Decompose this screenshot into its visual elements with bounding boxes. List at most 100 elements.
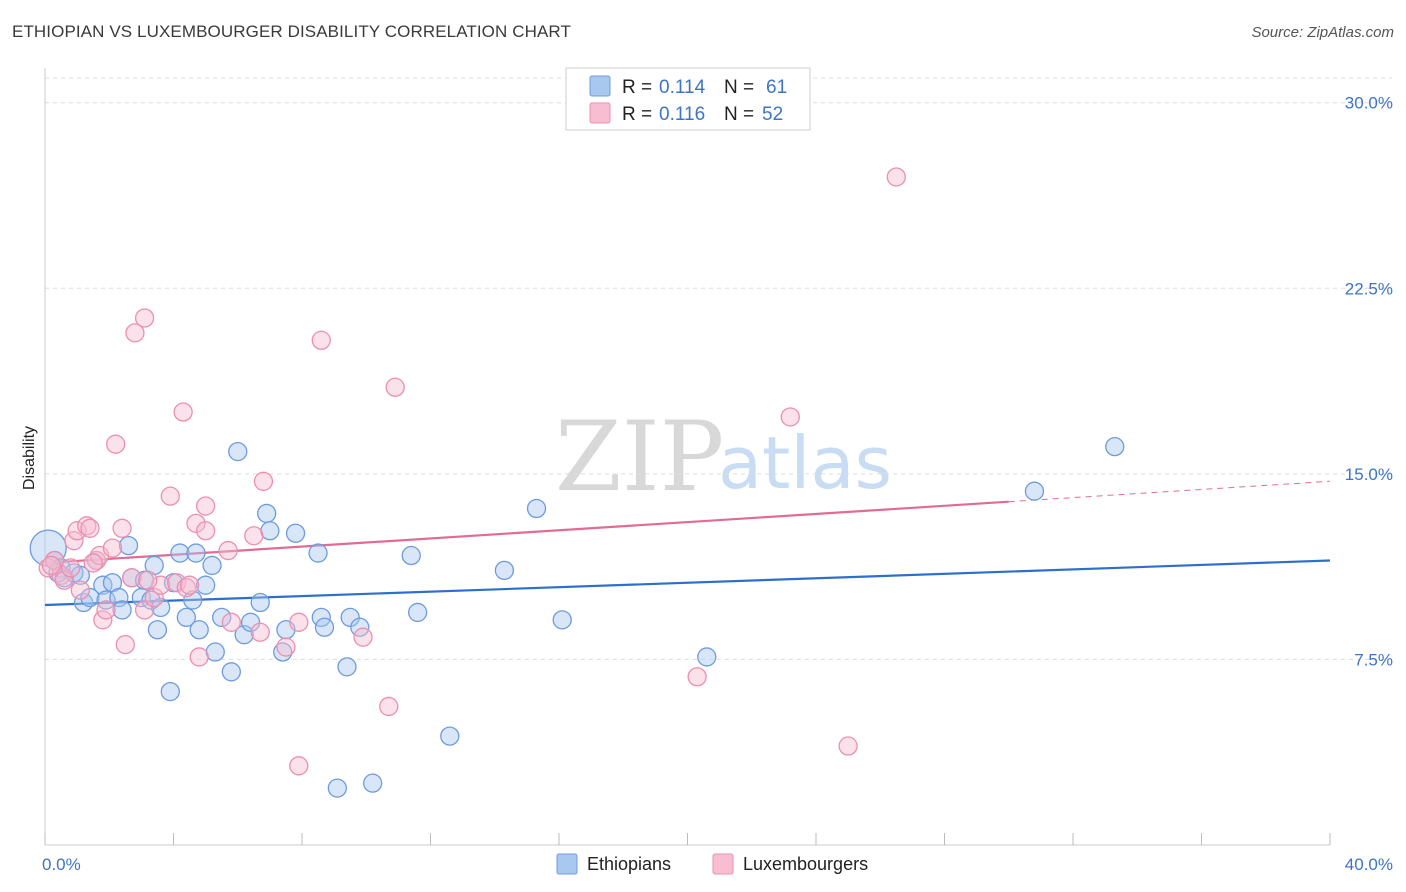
y-tick-label: 7.5% — [1354, 650, 1393, 669]
point-luxembourgers — [102, 538, 123, 558]
point-ethiopians — [118, 535, 139, 556]
point-ethiopians — [260, 521, 280, 541]
point-luxembourgers — [54, 570, 74, 590]
point-ethiopians — [212, 607, 232, 628]
y-tick-label: 15.0% — [1345, 465, 1393, 484]
legend-r-value-luxembourgers: 0.116 — [659, 104, 705, 125]
watermark-zip: ZIP — [555, 401, 724, 513]
point-ethiopians — [552, 610, 572, 630]
point-ethiopians — [195, 575, 216, 595]
point-luxembourgers — [41, 555, 62, 576]
point-luxembourgers — [106, 434, 126, 454]
point-luxembourgers — [138, 570, 158, 590]
scatter-points — [29, 167, 1125, 798]
grid-lines — [45, 77, 1392, 660]
chart-title: ETHIOPIAN VS LUXEMBOURGER DISABILITY COR… — [12, 22, 571, 41]
point-ethiopians — [340, 607, 360, 628]
point-luxembourgers — [687, 667, 707, 687]
point-ethiopians — [202, 555, 222, 576]
point-luxembourgers — [244, 526, 264, 546]
legend-r-label-luxembourgers: R = — [622, 104, 652, 125]
point-luxembourgers — [311, 330, 331, 350]
point-ethiopians — [189, 620, 209, 640]
point-ethiopians — [697, 647, 717, 667]
point-ethiopians — [327, 778, 347, 798]
point-luxembourgers — [276, 637, 296, 657]
point-luxembourgers — [77, 516, 97, 536]
point-ethiopians — [337, 657, 357, 677]
point-luxembourgers — [289, 612, 309, 632]
legend-r-label-ethiopians: R = — [622, 77, 652, 98]
legend-n-label-luxembourgers: N = — [724, 104, 754, 125]
point-luxembourgers — [353, 627, 373, 647]
point-luxembourgers — [195, 496, 216, 516]
point-luxembourgers — [250, 622, 270, 642]
x-tick-label: 40.0% — [1345, 855, 1393, 874]
point-luxembourgers — [83, 553, 103, 573]
point-luxembourgers — [195, 521, 216, 541]
bottom-legend-swatch-ethiopians — [556, 853, 578, 875]
bottom-legend-label-ethiopians: Ethiopians — [587, 854, 671, 874]
point-luxembourgers — [61, 558, 81, 578]
point-ethiopians — [80, 587, 100, 608]
legend-swatch-ethiopians — [589, 75, 611, 97]
point-ethiopians — [401, 545, 421, 566]
point-ethiopians — [141, 590, 161, 610]
point-luxembourgers — [253, 471, 274, 491]
point-luxembourgers — [379, 696, 399, 717]
bottom-legend-label-luxembourgers: Luxembourgers — [743, 854, 868, 874]
point-ethiopians — [176, 607, 197, 628]
point-ethiopians — [147, 620, 168, 640]
legend-n-value-ethiopians: 61 — [766, 77, 787, 98]
point-luxembourgers — [80, 518, 100, 538]
point-luxembourgers — [179, 575, 200, 595]
point-ethiopians — [183, 590, 203, 610]
point-ethiopians — [526, 498, 547, 519]
point-luxembourgers — [385, 377, 405, 397]
bottom-legend-swatch-luxembourgers — [712, 853, 734, 875]
point-ethiopians — [363, 773, 383, 793]
x-axis-ticks: 0.0% 40.0% — [42, 855, 1393, 874]
point-ethiopians — [494, 560, 515, 581]
point-ethiopians — [308, 543, 328, 563]
point-luxembourgers — [112, 518, 132, 538]
point-luxembourgers — [144, 587, 164, 608]
legend-n-label-ethiopians: N = — [724, 77, 754, 98]
point-luxembourgers — [189, 647, 209, 667]
point-luxembourgers — [70, 580, 90, 600]
point-ethiopians — [186, 543, 206, 563]
point-ethiopians — [221, 662, 241, 682]
point-ethiopians — [234, 625, 254, 645]
legend-swatch-luxembourgers — [589, 102, 611, 124]
point-luxembourgers — [886, 167, 906, 187]
point-ethiopians — [407, 602, 428, 623]
legend-n-value-luxembourgers: 52 — [762, 104, 783, 125]
point-ethiopians — [314, 617, 335, 637]
point-ethiopians — [257, 503, 277, 524]
bottom-legend: Ethiopians Luxembourgers — [556, 853, 868, 875]
trend-line-ethiopians — [44, 559, 1331, 607]
point-luxembourgers — [838, 736, 858, 756]
point-ethiopians — [205, 642, 225, 662]
point-ethiopians — [150, 597, 171, 618]
y-tick-label: 30.0% — [1345, 94, 1393, 113]
point-ethiopians — [1105, 437, 1125, 457]
point-ethiopians — [240, 612, 261, 632]
point-luxembourgers — [125, 323, 145, 343]
point-luxembourgers — [186, 513, 206, 534]
point-luxembourgers — [122, 568, 142, 588]
watermark-atlas: atlas — [718, 421, 892, 505]
chart-source: Source: ZipAtlas.com — [1251, 24, 1394, 41]
point-ethiopians — [285, 523, 306, 543]
y-axis-label: Disability — [21, 426, 38, 490]
point-luxembourgers — [218, 540, 238, 561]
point-luxembourgers — [780, 407, 800, 427]
point-luxembourgers — [96, 600, 116, 620]
point-luxembourgers — [289, 756, 309, 776]
point-ethiopians — [228, 441, 248, 462]
legend-r-value-ethiopians: 0.114 — [659, 77, 706, 98]
point-ethiopians — [109, 587, 129, 608]
axes — [44, 68, 1331, 846]
point-ethiopians — [440, 726, 460, 746]
